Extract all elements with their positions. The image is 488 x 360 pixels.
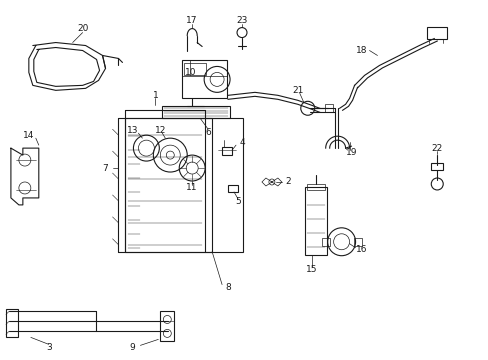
Text: 8: 8	[225, 283, 230, 292]
Text: 5: 5	[235, 197, 241, 206]
Bar	[184, 63, 206, 75]
Text: 23: 23	[236, 16, 247, 25]
Text: 10: 10	[184, 68, 196, 77]
Bar	[304, 187, 326, 255]
Text: 18: 18	[355, 46, 366, 55]
Bar	[125, 118, 243, 252]
Text: 1: 1	[152, 91, 158, 100]
Bar	[321, 238, 329, 246]
Text: 4: 4	[239, 138, 244, 147]
Text: 2: 2	[285, 177, 290, 186]
Bar	[430, 163, 442, 170]
Text: 19: 19	[345, 148, 357, 157]
Bar	[160, 311, 174, 341]
Text: 3: 3	[46, 343, 52, 352]
Bar	[222, 147, 232, 155]
Bar	[227, 185, 238, 192]
Text: 9: 9	[129, 343, 135, 352]
Text: 22: 22	[431, 144, 442, 153]
Text: 13: 13	[126, 126, 138, 135]
Text: 14: 14	[23, 131, 35, 140]
Text: 15: 15	[305, 265, 317, 274]
Bar	[324, 104, 332, 112]
Text: 17: 17	[186, 16, 198, 25]
Text: 11: 11	[186, 184, 198, 193]
Text: 16: 16	[355, 245, 366, 254]
Bar	[182, 60, 226, 98]
Text: 20: 20	[77, 24, 88, 33]
Bar	[427, 27, 447, 39]
Bar	[306, 184, 324, 190]
Bar	[162, 106, 229, 118]
Bar	[6, 310, 18, 337]
Text: 12: 12	[154, 126, 165, 135]
Text: 21: 21	[291, 86, 303, 95]
Text: 6: 6	[205, 128, 211, 137]
Bar	[353, 238, 361, 246]
Text: 7: 7	[102, 163, 108, 172]
